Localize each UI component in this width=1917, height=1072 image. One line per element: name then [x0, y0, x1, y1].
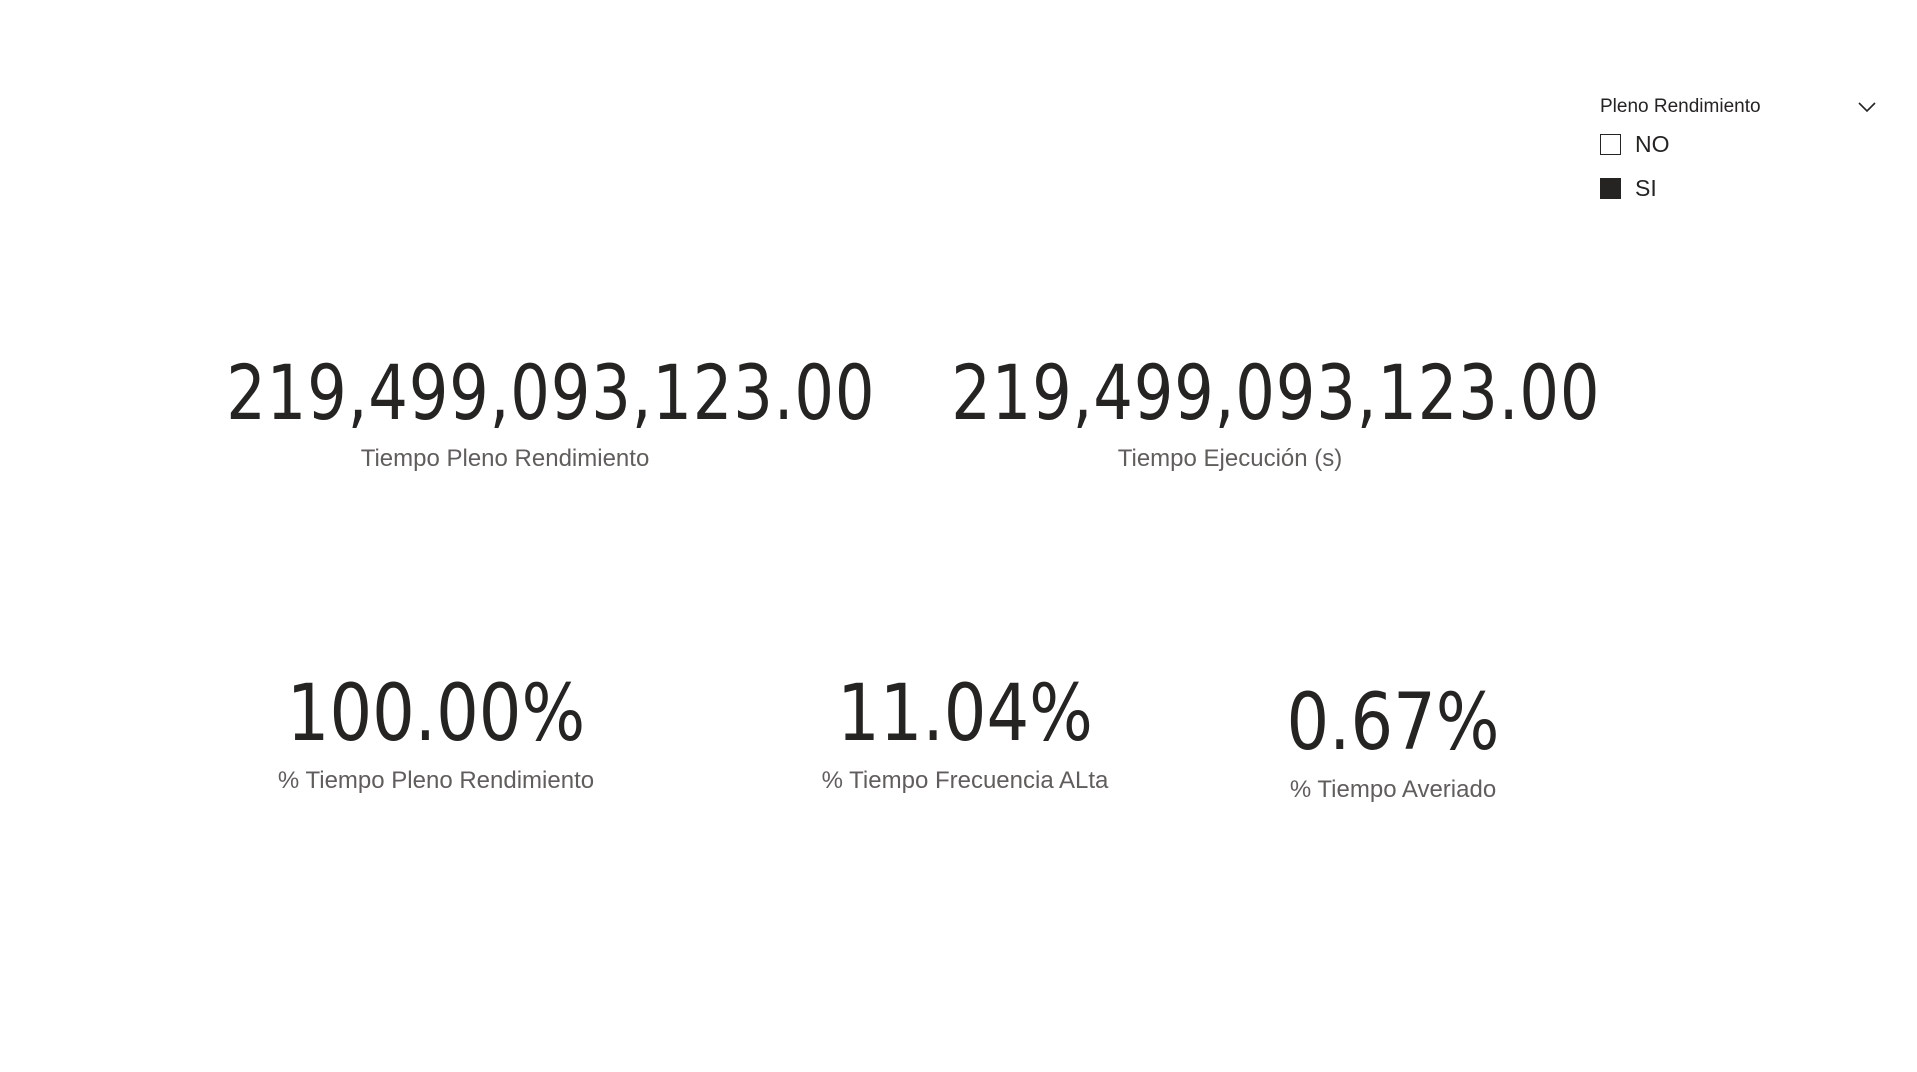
card-value: 0.67%	[1286, 678, 1500, 768]
slicer-option-no[interactable]: NO	[1600, 122, 1880, 166]
card-label: Tiempo Ejecución (s)	[1117, 445, 1343, 472]
checkbox-si[interactable]	[1600, 177, 1621, 199]
pleno-rendimiento-slicer: Pleno Rendimiento NO SI	[1600, 92, 1880, 210]
card-pct-tiempo-averiado: 0.67% % Tiempo Averiado	[1183, 684, 1603, 804]
checkbox-no[interactable]	[1600, 133, 1621, 155]
card-tiempo-pleno-rendimiento: 219,499,093,123.00 Tiempo Pleno Rendimie…	[165, 348, 876, 473]
card-label: % Tiempo Frecuencia ALta	[821, 767, 1109, 794]
card-pct-tiempo-pleno-rendimiento: 100.00% % Tiempo Pleno Rendimiento	[226, 675, 646, 795]
card-value: 100.00%	[286, 669, 586, 759]
card-value: 11.04%	[837, 669, 1093, 759]
card-value: 219,499,093,123.00	[951, 348, 1601, 437]
slicer-header[interactable]: Pleno Rendimiento	[1600, 92, 1880, 122]
card-label: Tiempo Pleno Rendimiento	[360, 445, 650, 472]
card-label: % Tiempo Pleno Rendimiento	[277, 767, 595, 794]
slicer-option-si[interactable]: SI	[1600, 166, 1880, 210]
card-tiempo-ejecucion: 219,499,093,123.00 Tiempo Ejecución (s)	[890, 348, 1601, 473]
card-value: 219,499,093,123.00	[226, 348, 876, 437]
card-pct-tiempo-frecuencia-alta: 11.04% % Tiempo Frecuencia ALta	[755, 675, 1175, 795]
slicer-option-label: SI	[1635, 174, 1657, 201]
slicer-option-label: NO	[1635, 130, 1670, 157]
card-label: % Tiempo Averiado	[1289, 776, 1497, 803]
slicer-title: Pleno Rendimiento	[1600, 96, 1761, 117]
chevron-down-icon[interactable]	[1854, 94, 1880, 120]
